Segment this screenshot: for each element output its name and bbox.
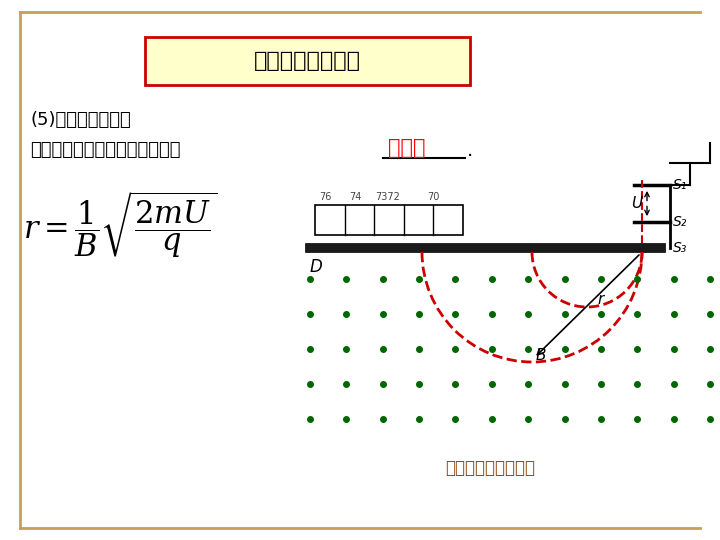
- Text: S₂: S₂: [673, 215, 688, 229]
- Text: 同位素: 同位素: [388, 138, 426, 158]
- Text: D: D: [310, 258, 323, 276]
- Text: $r{=}\dfrac{1}{B}\sqrt{\dfrac{2mU}{q}}$: $r{=}\dfrac{1}{B}\sqrt{\dfrac{2mU}{q}}$: [22, 190, 217, 260]
- Text: U: U: [631, 196, 642, 211]
- Text: 74: 74: [349, 192, 361, 202]
- Text: r: r: [597, 292, 603, 307]
- Text: 76: 76: [320, 192, 332, 202]
- Text: 70: 70: [428, 192, 440, 202]
- Text: 质谱仪的原理示意图: 质谱仪的原理示意图: [445, 459, 535, 477]
- Text: .: .: [467, 140, 473, 159]
- Text: (5)质谱仪的应用：: (5)质谱仪的应用：: [30, 111, 131, 129]
- Text: S₃: S₃: [673, 240, 688, 254]
- Text: S₁: S₁: [673, 178, 688, 192]
- Text: 研究质谱仪原理：: 研究质谱仪原理：: [254, 51, 361, 71]
- Text: 可以测定带电粒子的质量和分析: 可以测定带电粒子的质量和分析: [30, 141, 181, 159]
- Bar: [315, 205, 463, 235]
- Text: 7372: 7372: [376, 192, 400, 202]
- Bar: [145, 37, 470, 85]
- Bar: [305, 243, 665, 252]
- Text: B: B: [536, 348, 546, 363]
